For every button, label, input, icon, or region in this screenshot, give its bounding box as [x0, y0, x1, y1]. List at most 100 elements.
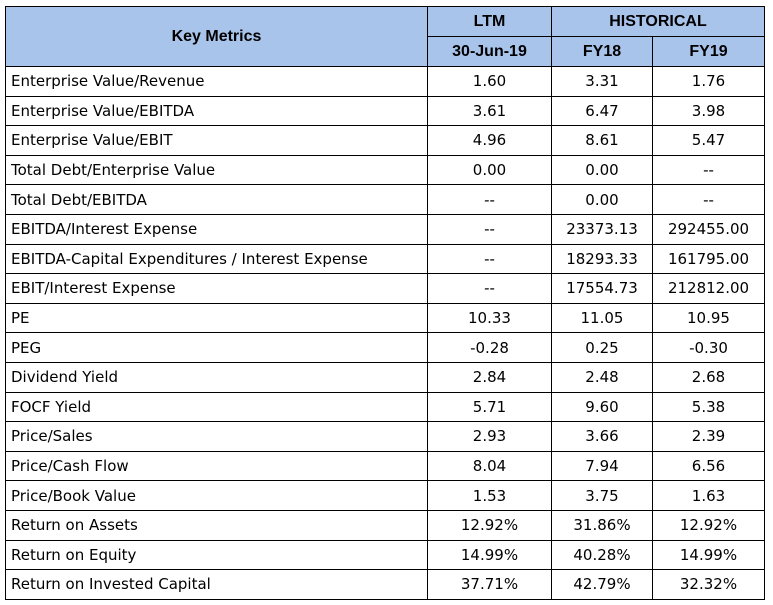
table-row: PEG -0.28 0.25 -0.30: [5, 332, 765, 363]
metric-label: Return on Assets: [5, 509, 428, 541]
ltm-value: -0.28: [427, 332, 552, 363]
ltm-value: 3.61: [427, 95, 552, 127]
fy19-value: 6.56: [652, 450, 765, 482]
metric-label: Return on Invested Capital: [5, 569, 428, 600]
key-metrics-header: Key Metrics: [5, 6, 428, 67]
fy19-value: 5.38: [652, 391, 765, 423]
metric-label: Total Debt/EBITDA: [5, 184, 428, 215]
fy18-value: 3.31: [551, 66, 653, 97]
ltm-value: 5.71: [427, 391, 552, 423]
ltm-value: 14.99%: [427, 539, 552, 571]
ltm-value: 12.92%: [427, 509, 552, 541]
fy18-value: 2.48: [551, 361, 653, 393]
fy19-value: 292455.00: [652, 213, 765, 245]
fy18-value: 0.25: [551, 332, 653, 363]
table-row: Price/Sales 2.93 3.66 2.39: [5, 421, 765, 452]
table-row: FOCF Yield 5.71 9.60 5.38: [5, 391, 765, 423]
ltm-date-header: 30-Jun-19: [427, 36, 552, 67]
fy19-value: 10.95: [652, 302, 765, 334]
fy19-value: 212812.00: [652, 273, 765, 304]
fy19-value: 1.63: [652, 480, 765, 511]
metric-label: EBIT/Interest Expense: [5, 273, 428, 304]
fy18-value: 18293.33: [551, 243, 653, 275]
metric-label: Enterprise Value/EBITDA: [5, 95, 428, 127]
metric-label: Price/Book Value: [5, 480, 428, 511]
table-row: Enterprise Value/EBITDA 3.61 6.47 3.98: [5, 95, 765, 127]
fy18-value: 9.60: [551, 391, 653, 423]
fy19-header: FY19: [652, 36, 765, 67]
fy19-value: -0.30: [652, 332, 765, 363]
fy18-value: 3.75: [551, 480, 653, 511]
header-row-top: Key Metrics LTM HISTORICAL: [5, 6, 765, 67]
fy19-value: --: [652, 154, 765, 186]
fy19-value: 1.76: [652, 66, 765, 97]
metric-label: EBITDA-Capital Expenditures / Interest E…: [5, 243, 428, 275]
table-row: Return on Assets 12.92% 31.86% 12.92%: [5, 509, 765, 541]
table-row: Total Debt/Enterprise Value 0.00 0.00 --: [5, 154, 765, 186]
fy18-value: 0.00: [551, 154, 653, 186]
fy19-value: 2.39: [652, 421, 765, 452]
fy18-value: 8.61: [551, 125, 653, 156]
metric-label: Price/Sales: [5, 421, 428, 452]
metric-label: PE: [5, 302, 428, 334]
key-metrics-table: Key Metrics LTM HISTORICAL 30-Jun-19 FY1…: [5, 6, 765, 600]
table-row: Dividend Yield 2.84 2.48 2.68: [5, 361, 765, 393]
ltm-header: LTM: [427, 6, 552, 37]
table-row: Price/Book Value 1.53 3.75 1.63: [5, 480, 765, 511]
fy19-value: 3.98: [652, 95, 765, 127]
fy19-value: 14.99%: [652, 539, 765, 571]
ltm-value: --: [427, 184, 552, 215]
fy19-value: --: [652, 184, 765, 215]
fy18-value: 40.28%: [551, 539, 653, 571]
fy19-value: 2.68: [652, 361, 765, 393]
ltm-value: 4.96: [427, 125, 552, 156]
table-row: Price/Cash Flow 8.04 7.94 6.56: [5, 450, 765, 482]
fy18-value: 7.94: [551, 450, 653, 482]
ltm-value: 1.60: [427, 66, 552, 97]
fy18-value: 31.86%: [551, 509, 653, 541]
metric-label: PEG: [5, 332, 428, 363]
fy18-value: 3.66: [551, 421, 653, 452]
table-row: EBIT/Interest Expense -- 17554.73 212812.00: [5, 273, 765, 304]
ltm-value: --: [427, 273, 552, 304]
fy19-value: 12.92%: [652, 509, 765, 541]
metric-label: Dividend Yield: [5, 361, 428, 393]
fy18-value: 11.05: [551, 302, 653, 334]
fy19-value: 5.47: [652, 125, 765, 156]
fy18-header: FY18: [551, 36, 653, 67]
metric-label: Return on Equity: [5, 539, 428, 571]
historical-header: HISTORICAL: [551, 6, 765, 37]
fy18-value: 0.00: [551, 184, 653, 215]
table-row: Return on Equity 14.99% 40.28% 14.99%: [5, 539, 765, 571]
fy18-value: 6.47: [551, 95, 653, 127]
table-row: Total Debt/EBITDA -- 0.00 --: [5, 184, 765, 215]
ltm-value: 10.33: [427, 302, 552, 334]
ltm-value: 0.00: [427, 154, 552, 186]
metric-label: EBITDA/Interest Expense: [5, 213, 428, 245]
table-header: Key Metrics LTM HISTORICAL 30-Jun-19 FY1…: [5, 6, 765, 67]
ltm-value: 2.93: [427, 421, 552, 452]
table-row: Return on Invested Capital 37.71% 42.79% 32…: [5, 569, 765, 600]
table-row: EBITDA-Capital Expenditures / Interest E…: [5, 243, 765, 275]
metric-label: Enterprise Value/Revenue: [5, 66, 428, 97]
fy19-value: 32.32%: [652, 569, 765, 600]
table-row: Enterprise Value/EBIT 4.96 8.61 5.47: [5, 125, 765, 156]
metric-label: Total Debt/Enterprise Value: [5, 154, 428, 186]
metric-label: FOCF Yield: [5, 391, 428, 423]
table-body: Enterprise Value/Revenue 1.60 3.31 1.76 Ente…: [5, 66, 765, 600]
ltm-value: --: [427, 243, 552, 275]
fy18-value: 17554.73: [551, 273, 653, 304]
ltm-value: 2.84: [427, 361, 552, 393]
header-row-bottom: 30-Jun-19 FY18 FY19: [6, 36, 765, 67]
metric-label: Enterprise Value/EBIT: [5, 125, 428, 156]
fy18-value: 42.79%: [551, 569, 653, 600]
ltm-value: 37.71%: [427, 569, 552, 600]
ltm-value: 8.04: [427, 450, 552, 482]
fy18-value: 23373.13: [551, 213, 653, 245]
ltm-value: --: [427, 213, 552, 245]
table-row: Enterprise Value/Revenue 1.60 3.31 1.76: [5, 66, 765, 97]
ltm-value: 1.53: [427, 480, 552, 511]
metric-label: Price/Cash Flow: [5, 450, 428, 482]
key-metrics-container: Key Metrics LTM HISTORICAL 30-Jun-19 FY1…: [5, 6, 765, 600]
table-row: EBITDA/Interest Expense -- 23373.13 292455.…: [5, 213, 765, 245]
